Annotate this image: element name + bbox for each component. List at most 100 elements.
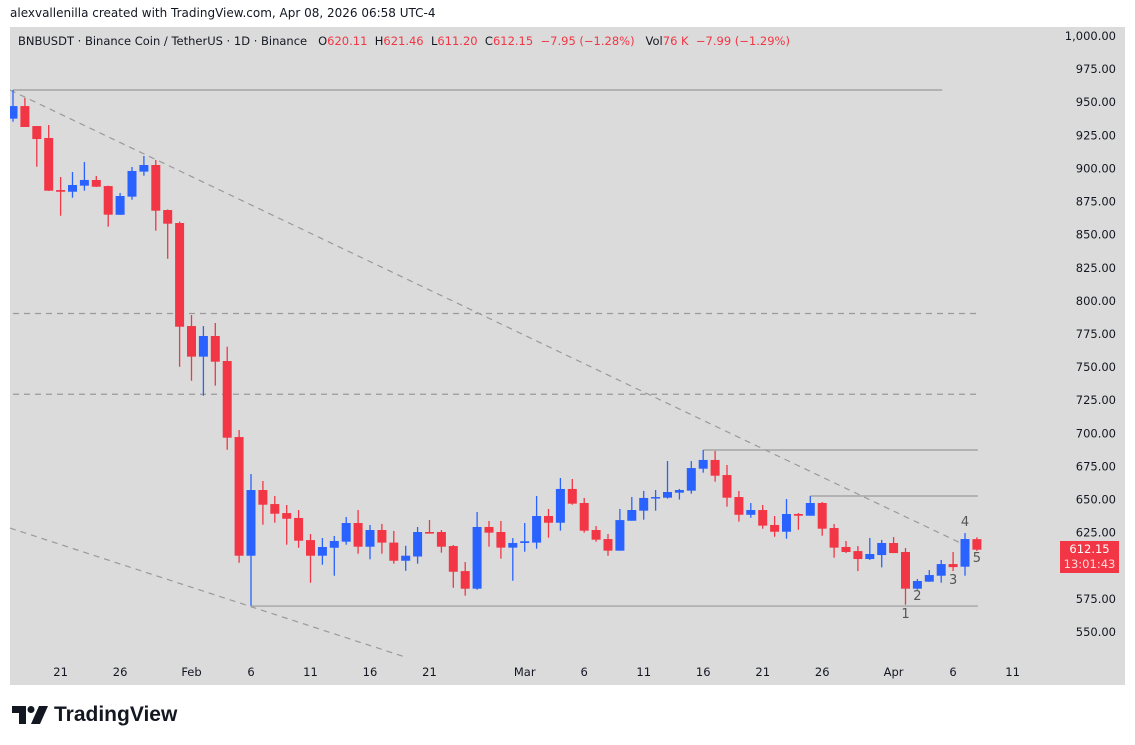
- high-value: 621.46: [383, 34, 424, 48]
- close-value: 612.15: [492, 34, 534, 48]
- candle-body-down: [460, 571, 470, 589]
- candle-body-up: [68, 185, 77, 192]
- candle-body-down: [44, 137, 54, 191]
- candle-body-down: [353, 522, 363, 547]
- price-axis-label: 575.00: [1076, 592, 1116, 606]
- candle-body-down: [187, 326, 196, 357]
- symbol-title[interactable]: BNBUSDT · Binance Coin / TetherUS · 1D ·…: [18, 34, 308, 48]
- price-axis-label: 825.00: [1076, 261, 1116, 275]
- candle-body-up: [960, 539, 970, 567]
- symbol-legend: BNBUSDT · Binance Coin / TetherUS · 1D ·…: [18, 34, 790, 48]
- candle-body-down: [591, 530, 601, 540]
- price-axis-label: 900.00: [1076, 161, 1116, 175]
- candle-body-up: [924, 575, 934, 582]
- candle-body-down: [710, 459, 720, 476]
- close-label: C: [484, 34, 493, 48]
- candle-body-down: [579, 502, 589, 531]
- plot-area[interactable]: 12 3 4 5: [9, 89, 982, 658]
- candle-body-down: [817, 502, 827, 529]
- volume-label: Vol: [645, 34, 663, 48]
- price-axis-label: 675.00: [1076, 459, 1116, 473]
- candle-body-up: [674, 490, 684, 493]
- open-value: 620.11: [327, 34, 368, 48]
- candle-body-down: [282, 513, 292, 519]
- time-axis-label: 21: [755, 665, 770, 679]
- wave-label-4: 4: [961, 515, 969, 530]
- candle-body-down: [567, 488, 577, 504]
- price-axis-label: 975.00: [1076, 62, 1116, 76]
- candle-body-down: [103, 186, 113, 215]
- candle-body-down: [151, 165, 161, 211]
- price-axis-label: 925.00: [1076, 128, 1116, 142]
- logo-text: TradingView: [54, 703, 178, 726]
- candle-body-up: [198, 335, 208, 357]
- candle-body-down: [56, 190, 66, 192]
- time-axis-label: 6: [247, 665, 254, 679]
- candle-body-up: [520, 541, 530, 543]
- tradingview-logo[interactable]: TradingView: [12, 703, 177, 727]
- candle-body-down: [770, 524, 780, 532]
- candle-body-up: [615, 520, 625, 551]
- time-axis-label: Feb: [181, 665, 201, 679]
- wave-label-5: 5: [973, 551, 981, 566]
- candle-body-up: [532, 515, 542, 543]
- candle-body-up: [805, 502, 815, 516]
- candle-body-up: [782, 513, 791, 532]
- change-value: −7.95 (−1.28%): [540, 34, 635, 48]
- candle-body-down: [829, 528, 839, 548]
- candle-body-down: [889, 542, 899, 554]
- candle-body-down: [91, 179, 101, 187]
- candle-body-down: [853, 551, 863, 560]
- price-axis-label: 950.00: [1076, 95, 1116, 109]
- candle-body-down: [234, 437, 244, 556]
- time-axis-label: Apr: [884, 665, 904, 679]
- candle-body-down: [793, 513, 803, 516]
- candle-body-down: [544, 515, 553, 523]
- candle-body-down: [722, 475, 732, 498]
- last-price-tag: 612.15 13:01:43: [1060, 541, 1119, 573]
- time-axis-label: 11: [1005, 665, 1020, 679]
- candle-body-down: [496, 532, 506, 548]
- time-axis-label: 6: [581, 665, 588, 679]
- candle-body-down: [972, 539, 982, 550]
- candle-body-down: [175, 223, 185, 327]
- candle-body-up: [555, 488, 565, 523]
- time-axis-label: 21: [53, 665, 68, 679]
- time-axis-label: 16: [696, 665, 711, 679]
- price-axis-label: 850.00: [1076, 228, 1116, 242]
- candle-body-down: [294, 517, 304, 541]
- time-axis-label: 11: [303, 665, 318, 679]
- candle-body-up: [508, 542, 518, 548]
- volume-value: 76 K: [662, 34, 689, 48]
- time-axis-label: 16: [363, 665, 378, 679]
- low-label: L: [430, 34, 438, 48]
- last-price: 612.15: [1069, 542, 1110, 556]
- price-axis-label: 550.00: [1076, 625, 1116, 639]
- candle-body-up: [401, 555, 411, 561]
- candle-body-up: [686, 468, 696, 491]
- candle-body-up: [79, 179, 89, 186]
- candle-body-down: [377, 530, 387, 543]
- price-axis-label: 775.00: [1076, 327, 1116, 341]
- candle-body-up: [115, 195, 125, 215]
- candle-body-down: [425, 532, 434, 534]
- price-axis-label: 875.00: [1076, 195, 1116, 209]
- time-axis-label: 26: [113, 665, 128, 679]
- candle-body-up: [139, 165, 149, 172]
- candle-body-down: [758, 510, 768, 526]
- time-axis-label: 21: [422, 665, 437, 679]
- candle-body-down: [948, 564, 958, 568]
- candle-body-up: [746, 510, 756, 515]
- candle-body-up: [413, 532, 423, 557]
- price-axis-label: 750.00: [1076, 360, 1116, 374]
- price-axis-label: 725.00: [1076, 393, 1116, 407]
- price-axis-label: 650.00: [1076, 493, 1116, 507]
- candle-body-up: [341, 522, 351, 542]
- price-axis-label: 800.00: [1076, 294, 1116, 308]
- time-axis-label: 11: [636, 665, 651, 679]
- tradingview-logo-icon: [12, 706, 48, 724]
- candle-body-down: [20, 106, 30, 127]
- candle-body-up: [10, 106, 18, 119]
- candle-body-down: [389, 542, 399, 561]
